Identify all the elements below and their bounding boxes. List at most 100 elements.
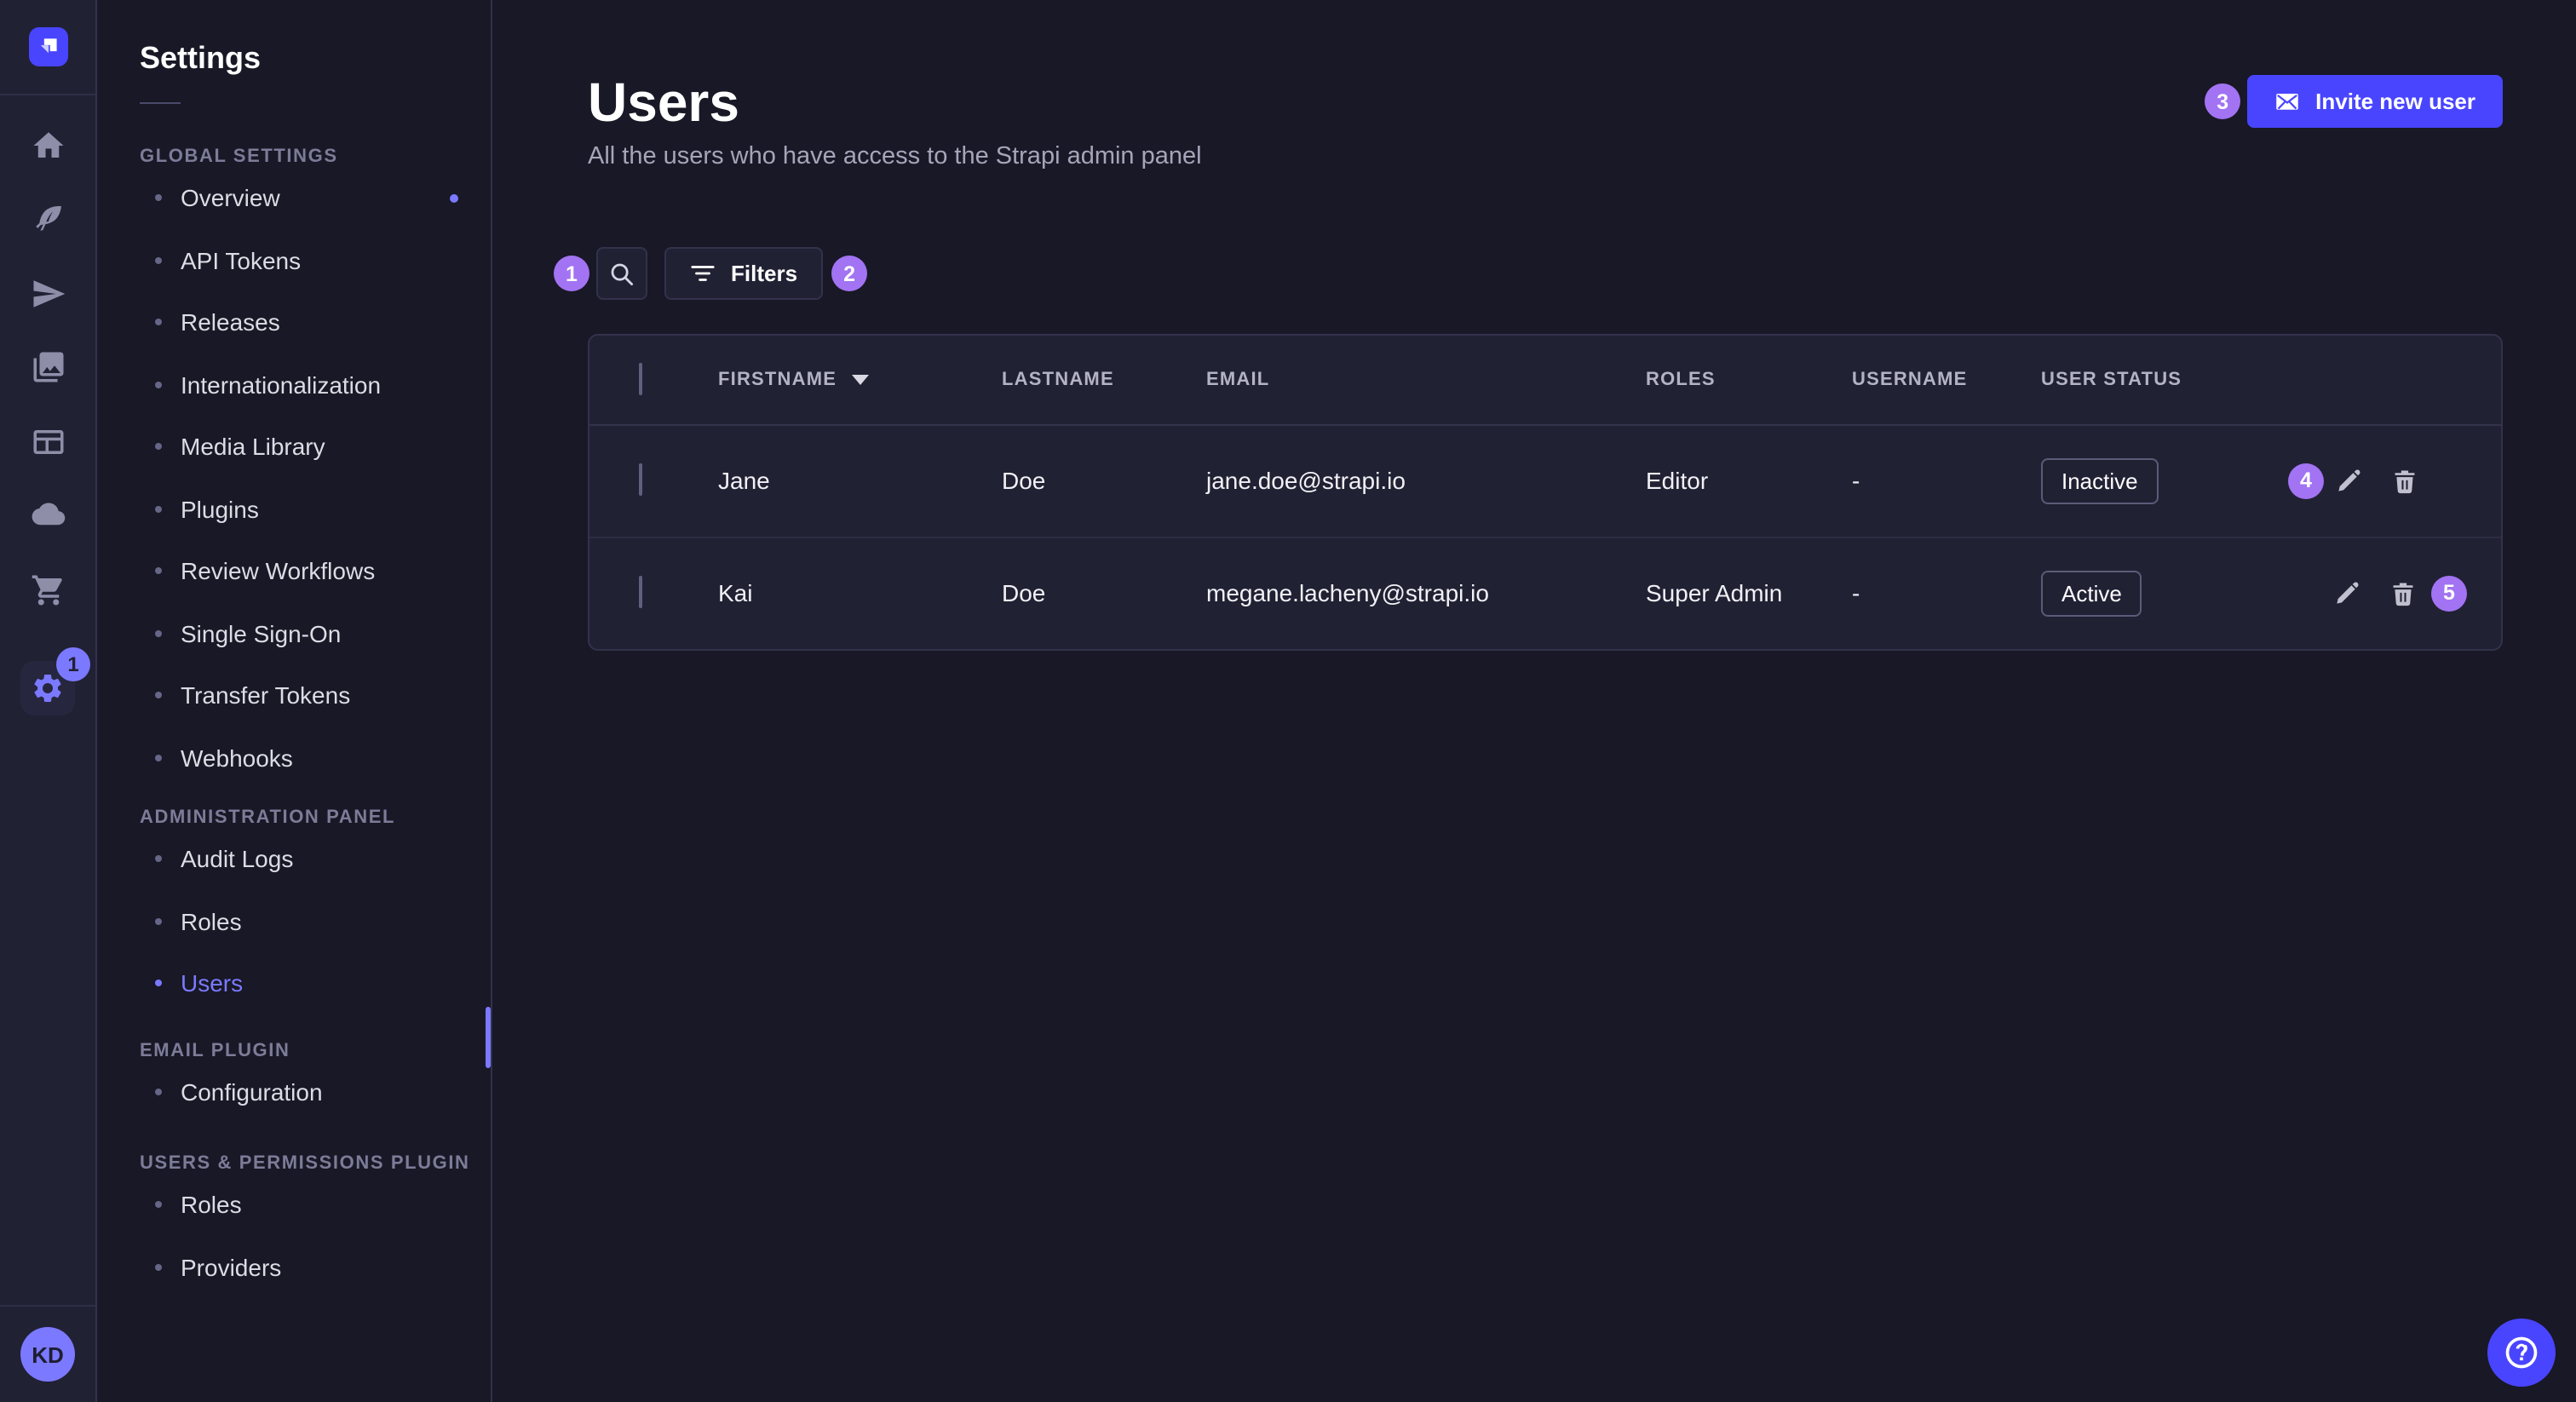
sidebar-item-configuration[interactable]: Configuration: [97, 1060, 491, 1123]
cell-firstname: Jane: [718, 467, 770, 495]
users-page: Users All the users who have access to t…: [492, 0, 2576, 1402]
row-checkbox[interactable]: [639, 463, 642, 497]
sidebar-title: Settings: [140, 41, 262, 75]
bullet-dot: [155, 1088, 162, 1095]
administration-panel-list: Audit Logs Roles Users: [97, 828, 491, 1014]
cell-roles: Editor: [1646, 467, 1709, 495]
sidebar-item-media-library[interactable]: Media Library: [97, 416, 491, 478]
users-permissions-list: Roles Providers: [97, 1174, 491, 1298]
email-plugin-list: Configuration: [97, 1060, 491, 1123]
logo-box: [0, 0, 95, 95]
edit-user-button[interactable]: [2336, 468, 2361, 494]
sidebar-item-providers[interactable]: Providers: [97, 1236, 491, 1298]
select-all-checkbox[interactable]: [639, 362, 642, 395]
envelope-icon: [2276, 94, 2298, 110]
rail-icon-list: 1: [0, 124, 95, 715]
content-builder-feather-icon[interactable]: [27, 198, 68, 239]
sidebar-item-overview[interactable]: Overview: [97, 167, 491, 229]
settings-notification-badge: 1: [56, 646, 90, 681]
content-manager-layout-icon[interactable]: [27, 421, 68, 462]
bullet-dot: [155, 629, 162, 637]
sidebar-title-divider: [140, 102, 181, 104]
sidebar-item-transfer-tokens[interactable]: Transfer Tokens: [97, 664, 491, 727]
table-row-kai: Kai Doe megane.lacheny@strapi.io Super A…: [589, 537, 2501, 648]
cell-email: megane.lacheny@strapi.io: [1206, 579, 1489, 607]
cell-username: -: [1852, 467, 1860, 495]
section-global-settings: GLOBAL SETTINGS: [140, 147, 338, 167]
cell-roles: Super Admin: [1646, 579, 1783, 607]
sidebar-item-audit-logs[interactable]: Audit Logs: [97, 828, 491, 890]
table-header-row: FIRSTNAME LASTNAME EMAIL ROLES USERNAME …: [589, 336, 2501, 425]
global-settings-list: Overview API Tokens Releases Internation…: [97, 167, 491, 789]
home-icon[interactable]: [27, 124, 68, 165]
bullet-dot: [155, 754, 162, 761]
notification-dot: [450, 193, 458, 203]
bullet-dot: [155, 855, 162, 863]
sidebar-scrollbar-thumb[interactable]: [486, 1007, 491, 1068]
media-library-images-icon[interactable]: [27, 347, 68, 388]
sort-desc-icon[interactable]: [852, 374, 870, 385]
invite-new-user-button[interactable]: Invite new user: [2247, 75, 2503, 128]
column-header-email[interactable]: EMAIL: [1206, 369, 1270, 390]
status-badge: Active: [2041, 570, 2142, 617]
search-icon: [611, 262, 634, 285]
settings-gear-button[interactable]: 1: [20, 646, 90, 715]
bullet-dot: [155, 1201, 162, 1209]
sidebar-item-single-sign-on[interactable]: Single Sign-On: [97, 602, 491, 664]
section-users-permissions-plugin: USERS & PERMISSIONS PLUGIN: [140, 1153, 470, 1174]
bullet-dot: [155, 567, 162, 575]
column-header-user-status[interactable]: USER STATUS: [2041, 369, 2182, 390]
section-email-plugin: EMAIL PLUGIN: [140, 1040, 290, 1060]
bullet-dot: [155, 1263, 162, 1271]
table-row-jane: Jane Doe jane.doe@strapi.io Editor - Ina…: [589, 425, 2501, 537]
sidebar-item-api-tokens[interactable]: API Tokens: [97, 229, 491, 291]
cell-username: -: [1852, 579, 1860, 607]
delete-user-button[interactable]: [2390, 581, 2416, 606]
settings-sidebar: Settings GLOBAL SETTINGS Overview API To…: [97, 0, 492, 1402]
cell-email: jane.doe@strapi.io: [1206, 467, 1406, 495]
help-question-icon: [2505, 1336, 2538, 1369]
sidebar-item-users[interactable]: Users: [97, 952, 491, 1014]
filter-icon: [691, 266, 715, 281]
rail-footer: KD: [0, 1305, 95, 1402]
row-checkbox[interactable]: [639, 576, 642, 609]
sidebar-item-up-roles[interactable]: Roles: [97, 1174, 491, 1236]
som-badge-4: 4: [2288, 463, 2324, 499]
column-header-roles[interactable]: ROLES: [1646, 369, 1716, 390]
pencil-icon: [2338, 468, 2360, 491]
users-table: FIRSTNAME LASTNAME EMAIL ROLES USERNAME …: [588, 334, 2503, 650]
search-button[interactable]: [596, 247, 647, 300]
bullet-dot: [155, 692, 162, 699]
cloud-icon[interactable]: [27, 495, 68, 536]
row-actions: 5: [2288, 538, 2501, 648]
pencil-icon: [2337, 581, 2359, 604]
bullet-dot: [155, 194, 162, 202]
bullet-dot: [155, 917, 162, 925]
column-header-username[interactable]: USERNAME: [1852, 369, 1968, 390]
delete-user-button[interactable]: [2392, 468, 2418, 494]
trash-icon: [2395, 469, 2415, 493]
sidebar-item-review-workflows[interactable]: Review Workflows: [97, 540, 491, 602]
gear-icon: [34, 673, 61, 701]
sidebar-item-plugins[interactable]: Plugins: [97, 478, 491, 540]
column-header-lastname[interactable]: LASTNAME: [1002, 369, 1114, 390]
user-avatar[interactable]: KD: [20, 1327, 75, 1382]
sidebar-item-internationalization[interactable]: Internationalization: [97, 353, 491, 416]
bullet-dot: [155, 980, 162, 987]
sidebar-item-releases[interactable]: Releases: [97, 291, 491, 353]
som-badge-1: 1: [554, 256, 589, 291]
deploy-paper-plane-icon[interactable]: [27, 273, 68, 313]
sidebar-item-admin-roles[interactable]: Roles: [97, 890, 491, 952]
cell-firstname: Kai: [718, 579, 753, 607]
sidebar-item-webhooks[interactable]: Webhooks: [97, 727, 491, 789]
trash-icon: [2393, 582, 2413, 606]
som-badge-3: 3: [2205, 83, 2241, 119]
strapi-logo-icon[interactable]: [28, 27, 67, 66]
marketplace-cart-icon[interactable]: [27, 569, 68, 610]
column-header-firstname[interactable]: FIRSTNAME: [718, 370, 1002, 390]
help-button[interactable]: [2487, 1319, 2556, 1387]
section-administration-panel: ADMINISTRATION PANEL: [140, 807, 396, 828]
filters-button[interactable]: Filters: [664, 247, 824, 300]
row-actions: 4: [2288, 425, 2501, 537]
edit-user-button[interactable]: [2334, 581, 2360, 606]
